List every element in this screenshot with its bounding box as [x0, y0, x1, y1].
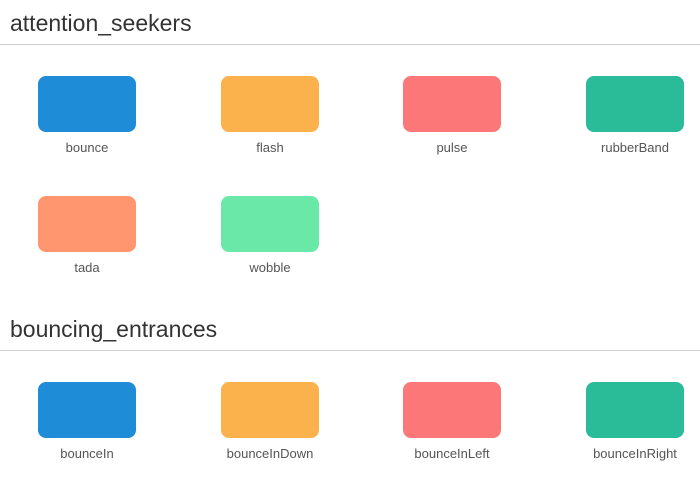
animation-label: bounce — [65, 140, 109, 155]
animation-item-bounce[interactable]: bounce — [17, 76, 157, 156]
animation-swatch[interactable] — [38, 382, 136, 438]
animation-swatch[interactable] — [38, 76, 136, 132]
animation-item-tada[interactable]: tada — [17, 196, 157, 276]
animation-label: bounceInRight — [593, 446, 677, 461]
animation-item-bounceInDown[interactable]: bounceInDown — [200, 382, 340, 462]
animation-swatch[interactable] — [221, 76, 319, 132]
animation-swatch[interactable] — [403, 382, 501, 438]
animation-swatch[interactable] — [38, 196, 136, 252]
animation-label: pulse — [436, 140, 468, 155]
animation-label: bounceIn — [60, 446, 114, 461]
animation-item-wobble[interactable]: wobble — [200, 196, 340, 276]
animation-item-flash[interactable]: flash — [200, 76, 340, 156]
animation-item-bounceIn[interactable]: bounceIn — [17, 382, 157, 462]
animation-label: bounceInDown — [226, 446, 314, 461]
animation-label: tada — [74, 260, 100, 275]
animation-item-bounceInLeft[interactable]: bounceInLeft — [382, 382, 522, 462]
animation-item-rubberBand[interactable]: rubberBand — [565, 76, 700, 156]
animation-swatch[interactable] — [586, 382, 684, 438]
animation-item-pulse[interactable]: pulse — [382, 76, 522, 156]
section-attention-seekers: attention_seekers bounce flash pulse rubber… — [0, 0, 700, 275]
animation-label: wobble — [249, 260, 291, 275]
animation-swatch[interactable] — [586, 76, 684, 132]
animation-item-bounceInRight[interactable]: bounceInRight — [565, 382, 700, 462]
animation-swatch[interactable] — [221, 196, 319, 252]
section-bouncing-entrances: bouncing_entrances bounceIn bounceInDown b… — [0, 306, 700, 461]
section-heading: attention_seekers — [0, 0, 700, 45]
animation-swatch[interactable] — [403, 76, 501, 132]
animation-label: bounceInLeft — [414, 446, 490, 461]
animation-label: flash — [256, 140, 284, 155]
animation-label: rubberBand — [601, 140, 669, 155]
section-heading: bouncing_entrances — [0, 306, 700, 351]
animation-swatch[interactable] — [221, 382, 319, 438]
